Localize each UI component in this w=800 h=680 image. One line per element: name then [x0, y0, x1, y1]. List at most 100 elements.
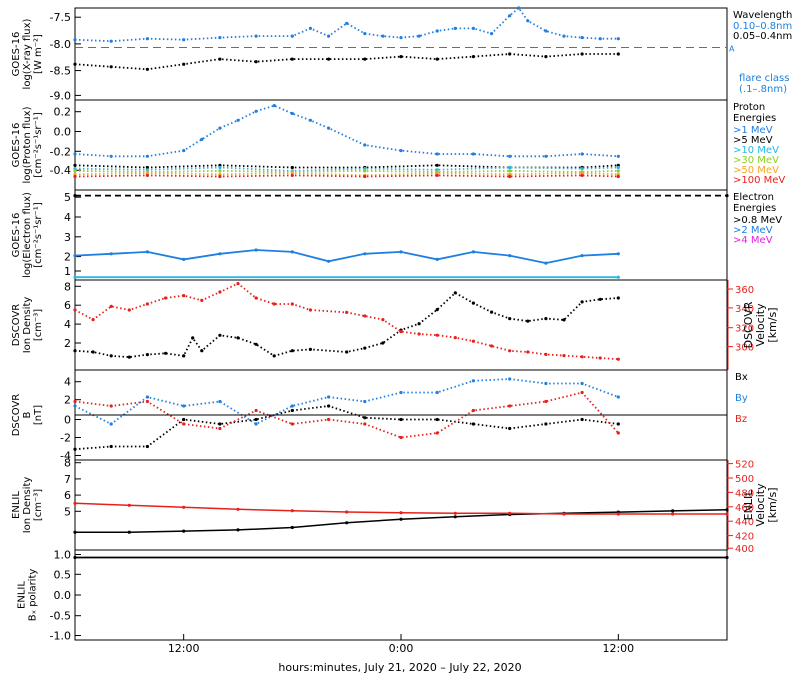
data-point — [218, 36, 222, 40]
data-point — [145, 173, 149, 177]
y-axis-label-line: B — [22, 411, 33, 418]
data-series — [74, 104, 619, 158]
y-axis-label: ENLIL Bₓ polarity — [17, 569, 39, 622]
data-point — [363, 57, 367, 61]
data-point — [290, 349, 294, 353]
data-series — [74, 169, 619, 173]
data-point — [73, 152, 77, 156]
data-point — [435, 163, 439, 167]
legend-entry: Bz — [735, 414, 747, 425]
data-point — [145, 154, 149, 158]
right-axis-label-line: Velocity — [754, 483, 767, 527]
y-axis-label-line: log(Electron flux) — [22, 192, 33, 278]
data-point — [616, 169, 620, 173]
data-series — [74, 164, 619, 169]
data-series — [74, 6, 619, 43]
y-axis-label-line: DSCOVR — [11, 304, 22, 347]
data-point — [580, 36, 584, 40]
panel-frame — [74, 189, 728, 281]
data-point — [73, 501, 77, 505]
data-point — [290, 408, 294, 413]
data-point — [544, 422, 548, 426]
data-point — [508, 169, 512, 173]
data-point — [616, 395, 620, 399]
data-point — [145, 168, 149, 172]
legend-entry: >2 MeV — [733, 225, 773, 236]
data-point — [327, 126, 331, 130]
data-point — [399, 417, 403, 422]
y-axis-label: DSCOVR B [nT] — [11, 394, 44, 437]
data-point — [218, 169, 222, 173]
data-point — [435, 168, 439, 172]
data-point — [109, 154, 113, 158]
y-axis-label-line: ENLIL — [11, 491, 22, 519]
data-point — [562, 318, 566, 322]
data-point — [182, 404, 186, 408]
y-tick-label: 0.5 — [54, 568, 72, 581]
legend-entry: 0.05–0.4nm — [733, 31, 792, 42]
data-point — [517, 6, 521, 10]
right-axis-label-line: [km/s] — [766, 487, 779, 522]
data-point — [562, 512, 566, 516]
data-point — [471, 408, 475, 413]
data-series — [74, 249, 619, 265]
data-point — [671, 512, 675, 516]
data-point — [598, 356, 602, 360]
data-point — [526, 19, 530, 23]
data-point — [327, 417, 331, 422]
y-axis-label-line: Bₓ polarity — [28, 569, 39, 622]
data-point — [73, 555, 77, 560]
data-point — [127, 530, 131, 534]
data-point — [435, 308, 439, 312]
data-point — [616, 37, 620, 41]
data-point — [218, 163, 222, 167]
data-point — [145, 399, 149, 404]
panel-frame — [74, 549, 728, 641]
data-point — [272, 302, 276, 306]
data-point — [182, 354, 186, 358]
y-tick-label: 0.0 — [54, 589, 72, 602]
y-axis-label-line: DSCOVR — [11, 394, 22, 437]
right-tick-label: 420 — [735, 532, 754, 543]
legend-title: Wavelength — [733, 10, 792, 21]
data-point — [127, 308, 131, 312]
data-point — [580, 300, 584, 304]
data-point — [145, 444, 149, 449]
y-axis-label-line: [W m⁻²] — [33, 34, 44, 74]
data-point — [508, 404, 512, 408]
data-point — [580, 167, 584, 171]
x-tick-label: 12:00 — [602, 642, 634, 655]
data-point — [73, 399, 77, 404]
data-point — [580, 171, 584, 175]
data-point — [218, 399, 222, 404]
data-point — [580, 52, 584, 56]
legend-entry: >50 MeV — [733, 165, 779, 176]
data-point — [435, 390, 439, 395]
data-point — [453, 511, 457, 515]
legend-title: Energies — [733, 203, 776, 214]
data-point — [435, 57, 439, 61]
y-tick-label: -2 — [60, 432, 71, 445]
data-point — [345, 510, 349, 514]
data-point — [526, 319, 530, 323]
data-point — [616, 252, 620, 256]
data-point — [580, 173, 584, 177]
y-axis-label: DSCOVR Ion Density [cm⁻³] — [11, 297, 44, 354]
data-point — [616, 296, 620, 300]
data-point — [399, 517, 403, 521]
data-point — [580, 381, 584, 386]
right-axis-label: ENLIL Velocity [km/s] — [742, 483, 779, 527]
x-tick-label: 12:00 — [168, 642, 200, 655]
data-point — [145, 395, 149, 399]
data-point — [453, 291, 457, 295]
data-point — [453, 515, 457, 519]
data-point — [508, 154, 512, 158]
legend-entry: 0.10–0.8nm — [733, 21, 792, 32]
legend-entry: >0.8 MeV — [733, 215, 782, 226]
data-series — [74, 291, 619, 359]
data-point — [490, 344, 494, 348]
data-point — [345, 350, 349, 354]
y-tick-label: 3 — [64, 231, 71, 244]
data-point — [616, 154, 620, 158]
data-point — [254, 296, 258, 300]
